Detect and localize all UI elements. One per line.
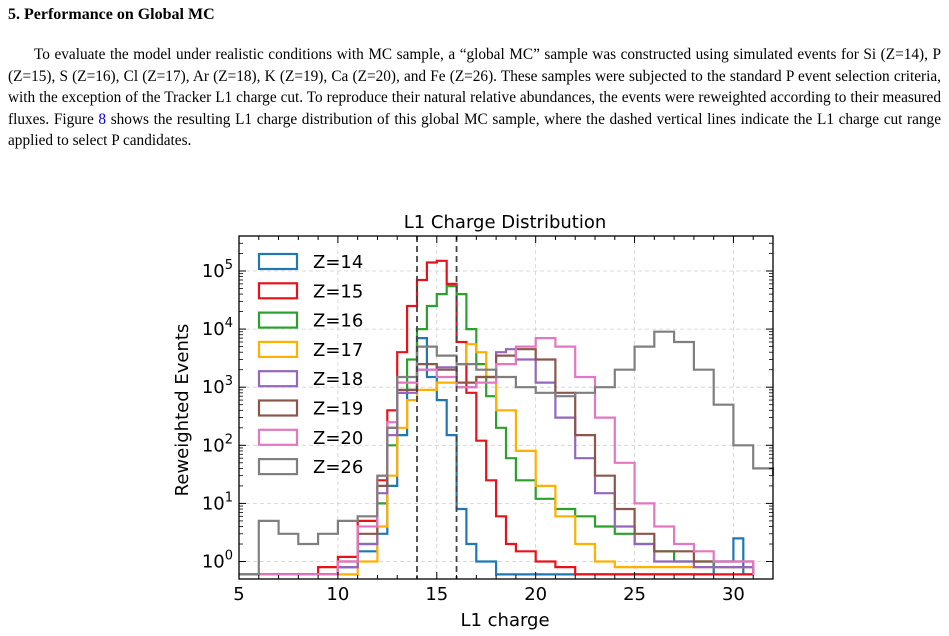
axis-ticks: 5 10 15 20 25 30 100 101 102 103 104 105 bbox=[202, 235, 774, 605]
x-tick-label: 5 bbox=[233, 584, 244, 605]
legend-swatch-Z=16 bbox=[257, 311, 299, 329]
legend-label-Z=18: Z=18 bbox=[313, 369, 363, 390]
legend-swatch-Z=15 bbox=[257, 282, 299, 300]
series-line-Z=18 bbox=[239, 348, 755, 576]
y-axis-label: Reweighted Events bbox=[172, 324, 193, 497]
legend-swatch-Z=20 bbox=[257, 428, 299, 446]
chart-title: L1 Charge Distribution bbox=[404, 212, 607, 233]
paragraph-text-continued: shows the resulting L1 charge distributi… bbox=[8, 110, 941, 150]
figure-reference-link[interactable]: 8 bbox=[98, 110, 107, 128]
x-axis-label: L1 charge bbox=[460, 610, 549, 631]
body-paragraph: To evaluate the model under realistic co… bbox=[8, 44, 941, 152]
series-line-Z=16 bbox=[239, 285, 755, 576]
legend-label-Z=16: Z=16 bbox=[313, 311, 363, 332]
legend-swatch-Z=19 bbox=[257, 399, 299, 417]
legend-label-Z=26: Z=26 bbox=[313, 457, 363, 478]
cut-lines bbox=[416, 236, 458, 579]
y-tick-label: 100 bbox=[202, 549, 233, 573]
y-tick-label: 105 bbox=[202, 258, 233, 282]
series-line-Z=15 bbox=[239, 259, 754, 576]
section-heading: 5. Performance on Global MC bbox=[8, 6, 215, 23]
plot-frame bbox=[238, 235, 774, 580]
y-tick-label: 103 bbox=[202, 374, 233, 398]
y-tick-label: 102 bbox=[202, 432, 233, 456]
histogram-series bbox=[239, 259, 775, 576]
legend-label-Z=15: Z=15 bbox=[313, 281, 363, 302]
legend-swatch-Z=26 bbox=[257, 458, 299, 476]
legend: Z=14 Z=15 Z=16 Z=17 Z=18 Z=19 Z=20 Z=26 bbox=[257, 252, 363, 478]
x-tick-label: 20 bbox=[524, 584, 547, 605]
y-tick-label: 101 bbox=[202, 490, 233, 514]
y-tick-label: 104 bbox=[202, 316, 233, 340]
x-tick-label: 30 bbox=[722, 584, 745, 605]
legend-label-Z=17: Z=17 bbox=[313, 340, 363, 361]
paragraph-text: To evaluate the model under realistic co… bbox=[8, 46, 941, 128]
legend-swatch-Z=14 bbox=[257, 252, 299, 271]
legend-swatch-Z=17 bbox=[257, 340, 299, 358]
x-tick-label: 15 bbox=[425, 584, 448, 605]
series-line-Z=26 bbox=[239, 330, 775, 576]
legend-label-Z=20: Z=20 bbox=[313, 428, 363, 449]
legend-swatch-Z=18 bbox=[257, 370, 299, 388]
x-tick-label: 25 bbox=[623, 584, 646, 605]
series-line-Z=17 bbox=[239, 343, 755, 576]
legend-label-Z=19: Z=19 bbox=[313, 399, 363, 420]
legend-label-Z=14: Z=14 bbox=[313, 252, 363, 273]
x-tick-label: 10 bbox=[326, 584, 349, 605]
